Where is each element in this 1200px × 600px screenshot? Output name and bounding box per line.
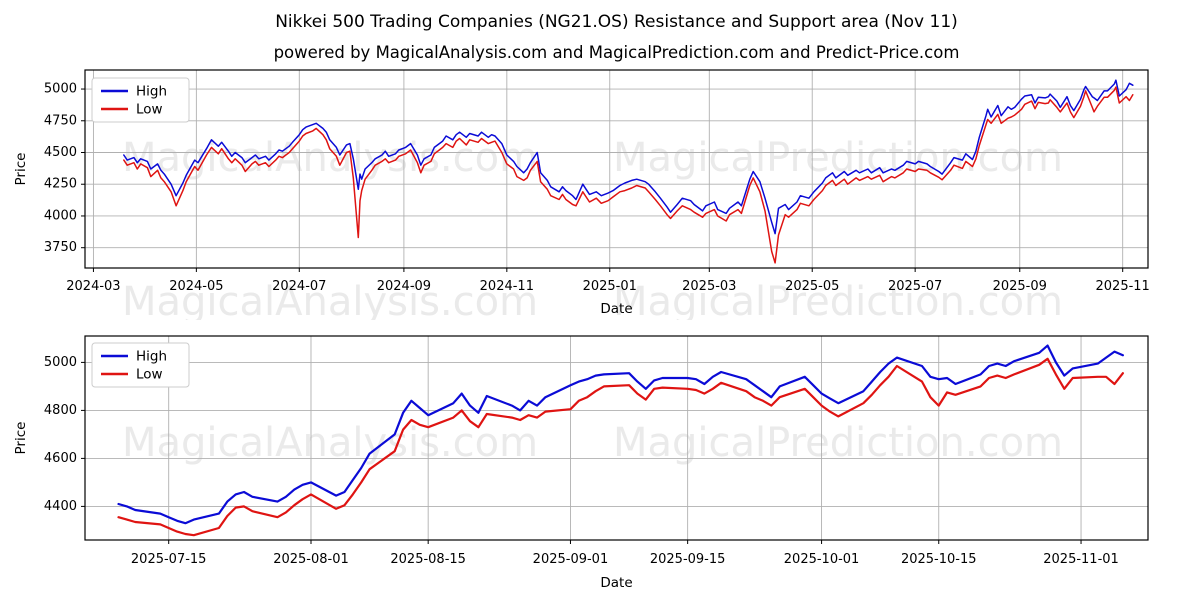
x-tick-label: 2025-11-01 [1043, 552, 1119, 567]
legend: High Low [91, 342, 190, 388]
x-tick-label: 2024-09 [377, 279, 431, 294]
legend-high-label: High [136, 84, 167, 100]
watermark-text: MagicalAnalysis.com [122, 279, 538, 320]
y-tick-label: 4400 [44, 499, 77, 514]
high-line [123, 79, 1134, 235]
legend-low-label: Low [136, 367, 163, 383]
figure-subtitle: powered by MagicalAnalysis.com and Magic… [273, 43, 960, 62]
watermark-text: MagicalAnalysis.com [122, 420, 538, 466]
x-tick-label: 2024-03 [66, 279, 120, 294]
x-tick-label: 2025-09-01 [533, 552, 609, 567]
x-tick-label: 2025-10-01 [784, 552, 860, 567]
x-tick-label: 2025-11 [1096, 279, 1150, 294]
bottom-chart: MagicalAnalysis.com MagicalPrediction.com… [13, 335, 1149, 591]
y-tick-label: 4500 [44, 145, 77, 160]
y-axis-label: Price [13, 153, 29, 186]
y-tick-label: 4800 [44, 403, 77, 418]
legend-box [91, 77, 190, 123]
watermark-text: MagicalPrediction.com [613, 420, 1063, 466]
x-axis-label: Date [600, 575, 632, 591]
high-line [117, 344, 1125, 525]
watermark-text: MagicalPrediction.com [613, 135, 1063, 181]
x-tick-label: 2025-09 [993, 279, 1047, 294]
axes-spines [84, 335, 1149, 541]
x-tick-label: 2025-05 [785, 279, 839, 294]
y-axis-label: Price [13, 422, 29, 455]
y-tick-label: 4000 [44, 208, 77, 223]
top-chart: MagicalAnalysis.com MagicalPrediction.com… [13, 69, 1150, 320]
legend-high-label: High [136, 349, 167, 365]
x-tick-label: 2025-10-15 [901, 552, 977, 567]
x-tick-label: 2024-07 [272, 279, 326, 294]
legend: High Low [91, 77, 190, 123]
x-tick-label: 2024-11 [480, 279, 534, 294]
y-tick-label: 4750 [44, 113, 77, 128]
x-tick-label: 2025-08-15 [390, 552, 466, 567]
y-tick-label: 5000 [44, 355, 77, 370]
x-tick-label: 2025-01 [583, 279, 637, 294]
legend-box [91, 342, 190, 388]
x-tick-label: 2025-08-01 [273, 552, 349, 567]
figure-title: Nikkei 500 Trading Companies (NG21.OS) R… [275, 12, 958, 32]
y-tick-label: 5000 [44, 82, 77, 97]
x-tick-label: 2025-07 [888, 279, 942, 294]
y-tick-label: 4600 [44, 451, 77, 466]
y-tick-label: 3750 [44, 240, 77, 255]
axes-spines [84, 69, 1149, 269]
y-tick-label: 4250 [44, 177, 77, 192]
low-line [123, 86, 1134, 264]
x-tick-label: 2025-03 [682, 279, 736, 294]
x-tick-label: 2025-09-15 [650, 552, 726, 567]
watermark-text: MagicalPrediction.com [613, 279, 1063, 320]
x-tick-label: 2024-05 [169, 279, 223, 294]
x-tick-label: 2025-07-15 [131, 552, 207, 567]
x-axis-label: Date [600, 301, 632, 317]
legend-low-label: Low [136, 102, 163, 118]
low-line [117, 357, 1125, 537]
